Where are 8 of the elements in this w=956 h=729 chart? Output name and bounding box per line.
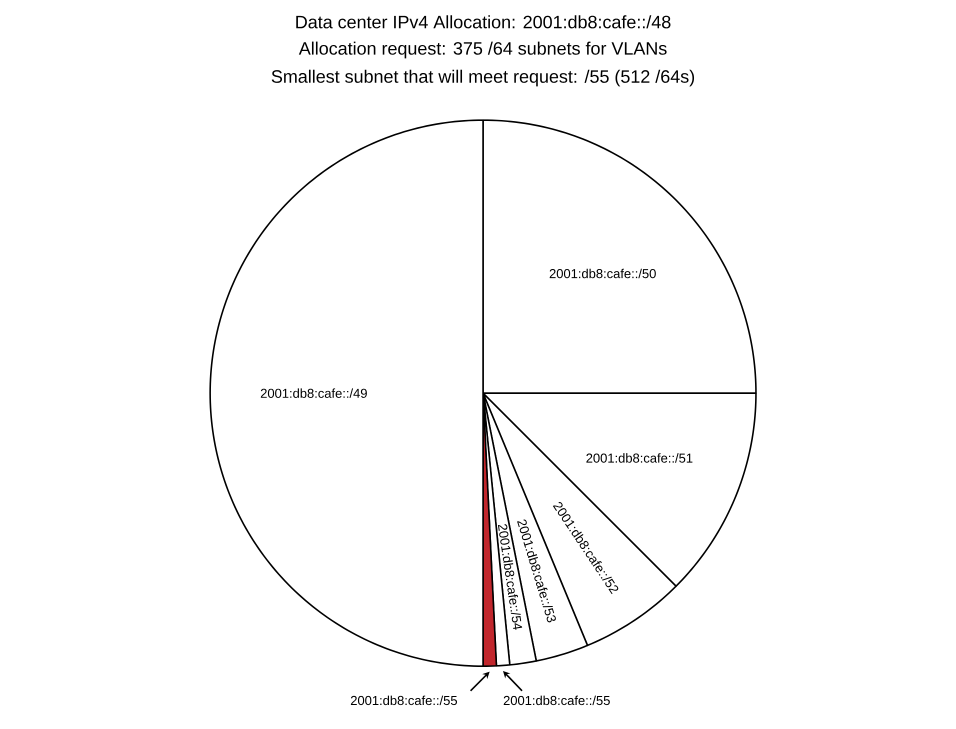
slice-label: 2001:db8:cafe::/55 [350,696,458,706]
slice-label: 2001:db8:cafe::/49 [260,388,367,398]
slice-label: 2001:db8:cafe::/51 [586,453,692,463]
chart-title: Data center IPv4 Allocation: 2001:db8:cafe::/48 [296,15,670,28]
slice-label: 2001:db8:cafe::/50 [550,268,656,278]
slice-label: 2001:db8:cafe::/55 [504,696,610,706]
text: Smallest subnet that will meet request: /55 (512 /64s) [272,70,694,86]
chart-subtitle: Allocation request: 375 /64 subnets for VLANs [298,42,667,58]
